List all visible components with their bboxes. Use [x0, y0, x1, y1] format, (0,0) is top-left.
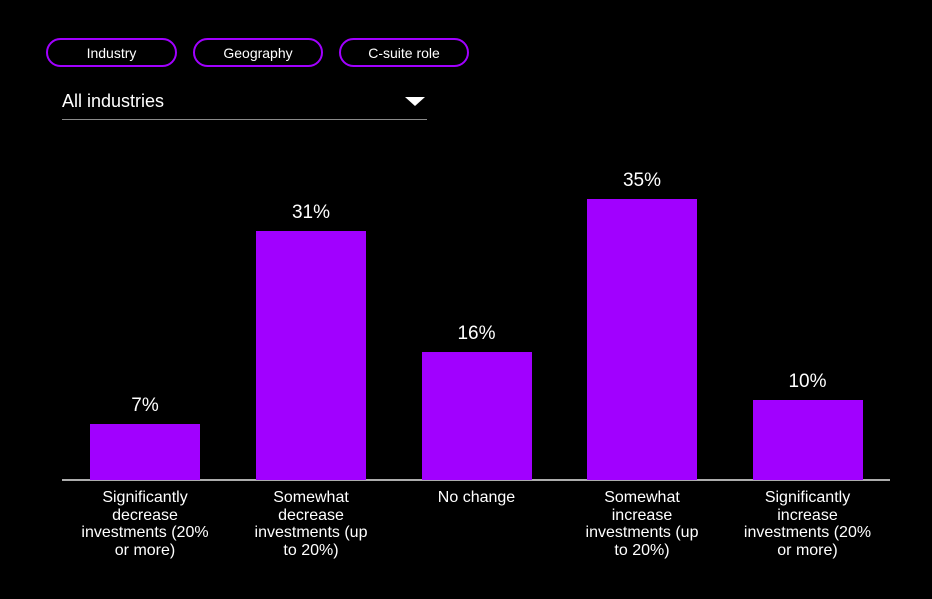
industry-dropdown[interactable]: All industries — [62, 90, 427, 120]
chevron-down-icon — [405, 96, 425, 106]
dropdown-selected-value: All industries — [62, 91, 165, 111]
bar-value-label: 10% — [788, 371, 827, 392]
tab-c-suite-role[interactable]: C-suite role — [339, 38, 469, 67]
bar-3[interactable] — [421, 352, 532, 480]
bar-value-label: 35% — [622, 170, 662, 191]
x-axis-line — [62, 479, 890, 481]
bar-value-label: 16% — [457, 323, 496, 344]
tab-geography[interactable]: Geography — [193, 38, 323, 67]
bar-value-label: 7% — [131, 395, 159, 416]
x-axis-category-label: Significantly decrease investments (20% … — [81, 489, 209, 559]
x-axis-category-label: No change — [437, 489, 516, 506]
bar-4[interactable] — [587, 199, 697, 480]
filter-tabs: Industry Geography C-suite role — [46, 38, 469, 67]
tab-industry[interactable]: Industry — [46, 38, 177, 67]
bar-1[interactable] — [90, 424, 200, 480]
bar-2[interactable] — [256, 231, 366, 480]
bar-5[interactable] — [752, 400, 863, 480]
bar-value-label: 31% — [291, 202, 331, 223]
x-axis-category-label: Significantly increase investments (20% … — [743, 489, 872, 559]
x-axis-category-label: Somewhat decrease investments (up to 20%… — [254, 489, 368, 559]
x-axis-category-label: Somewhat increase investments (up to 20%… — [585, 489, 699, 559]
